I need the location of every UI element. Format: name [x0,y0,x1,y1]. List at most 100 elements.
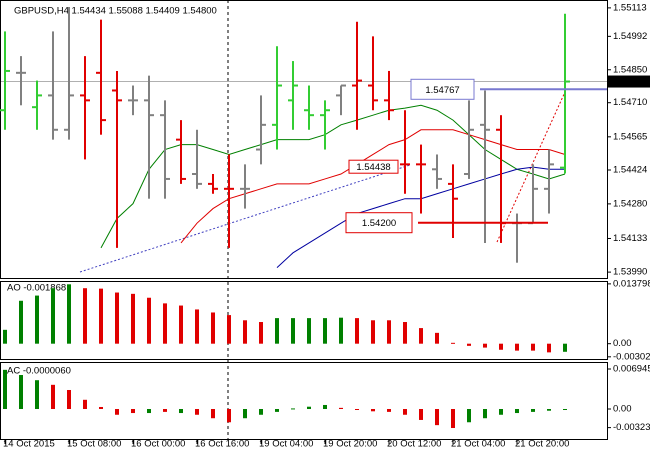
histogram-bar [67,284,71,344]
histogram-bar [131,409,135,414]
y-tick-label: 1.54710 [613,97,647,108]
histogram-bar [227,315,231,344]
histogram-bar [451,342,455,344]
moving-average [100,104,566,249]
histogram-bar [211,312,215,344]
y-tick-label: 1.54133 [613,233,647,244]
histogram-bar [467,409,471,423]
x-tick-label: 16 Oct 00:00 [131,439,185,450]
annotation-label: 1.54438 [356,162,390,173]
histogram-bar [259,409,263,415]
histogram-bar [355,318,359,344]
trend-line [79,164,411,273]
histogram-bar [19,300,23,344]
histogram-bar [163,409,167,412]
histogram-bar [275,409,279,412]
histogram-bar [83,399,87,410]
histogram-bar [243,409,247,419]
histogram-bar [291,408,295,410]
histogram-bar [51,288,55,344]
x-tick-label: 20 Oct 12:00 [387,439,441,450]
histogram-bar [371,320,375,344]
x-tick-label: 21 Oct 04:00 [451,439,505,450]
histogram-bar [419,409,423,420]
indicator-label: AC -0.0000060 [7,366,71,377]
histogram-bar [547,409,551,411]
histogram-bar [563,343,567,352]
histogram-bar [19,375,23,410]
ac-panel [0,362,608,440]
histogram-bar [195,309,199,344]
annotation-label: 1.54767 [425,85,459,96]
histogram-bar [147,409,151,414]
x-tick-label: 21 Oct 20:00 [515,439,569,450]
histogram-bar [515,343,519,351]
histogram-bar [3,369,7,410]
histogram-bar [99,406,103,410]
y-tick-label: 1.54850 [613,64,647,75]
indicator-label: AO -0.001868 [7,283,66,294]
x-tick-label: 19 Oct 20:00 [323,439,377,450]
last-price-box [608,75,650,88]
histogram-bar [307,406,311,410]
y-tick-label: 1.54992 [613,31,647,42]
y-tick-label: -0.003028 [613,351,650,362]
histogram-bar [179,305,183,344]
histogram-bar [435,332,439,344]
histogram-bar [83,288,87,344]
chart-title: GBPUSD,H4 1.54434 1.55088 1.54409 1.5480… [14,6,217,17]
histogram-bar [115,292,119,344]
y-tick-label: 0.00 [613,338,632,349]
histogram-bar [387,320,391,344]
y-tick-label: 0.00 [613,404,632,415]
histogram-bar [483,343,487,348]
histogram-bar [531,343,535,351]
histogram-bar [371,409,375,412]
histogram-bar [179,409,183,414]
histogram-bar [419,328,423,344]
histogram-bar [435,409,439,426]
histogram-bar [51,384,55,410]
last-price-label: 1.54800 [613,76,647,87]
histogram-bar [467,343,471,346]
histogram-bar [227,409,231,423]
y-tick-label: 0.006945 [613,364,650,375]
histogram-bar [259,322,263,344]
histogram-bar [67,389,71,410]
histogram-bar [291,318,295,344]
histogram-bar [35,295,39,344]
y-tick-label: 1.54424 [613,165,647,176]
x-tick-label: 15 Oct 08:00 [67,439,121,450]
histogram-bar [483,409,487,419]
histogram-bar [195,409,199,415]
y-tick-label: 1.53990 [613,267,647,278]
annotation-box [410,78,475,100]
histogram-bar [3,329,7,344]
x-tick-label: 16 Oct 16:00 [195,439,249,450]
histogram-bar [499,409,503,415]
histogram-bar [403,409,407,415]
histogram-bar [275,318,279,344]
histogram-bar [243,320,247,344]
y-tick-label: 1.54565 [613,131,647,142]
histogram-bar [163,303,167,344]
trend-line [496,91,566,243]
histogram-bar [403,322,407,344]
x-tick-label: 19 Oct 04:00 [259,439,313,450]
histogram-bar [563,409,567,411]
histogram-bar [131,293,135,344]
histogram-bar [211,409,215,419]
histogram-bar [355,409,359,411]
histogram-bar [115,409,119,415]
histogram-bar [339,317,343,344]
histogram-bar [451,409,455,429]
y-tick-label: 1.54280 [613,198,647,209]
x-tick-label: 14 Oct 2015 [3,439,55,450]
histogram-bar [387,409,391,412]
histogram-bar [99,288,103,344]
histogram-bar [35,380,39,410]
annotation-box [345,212,413,234]
histogram-bar [339,407,343,410]
